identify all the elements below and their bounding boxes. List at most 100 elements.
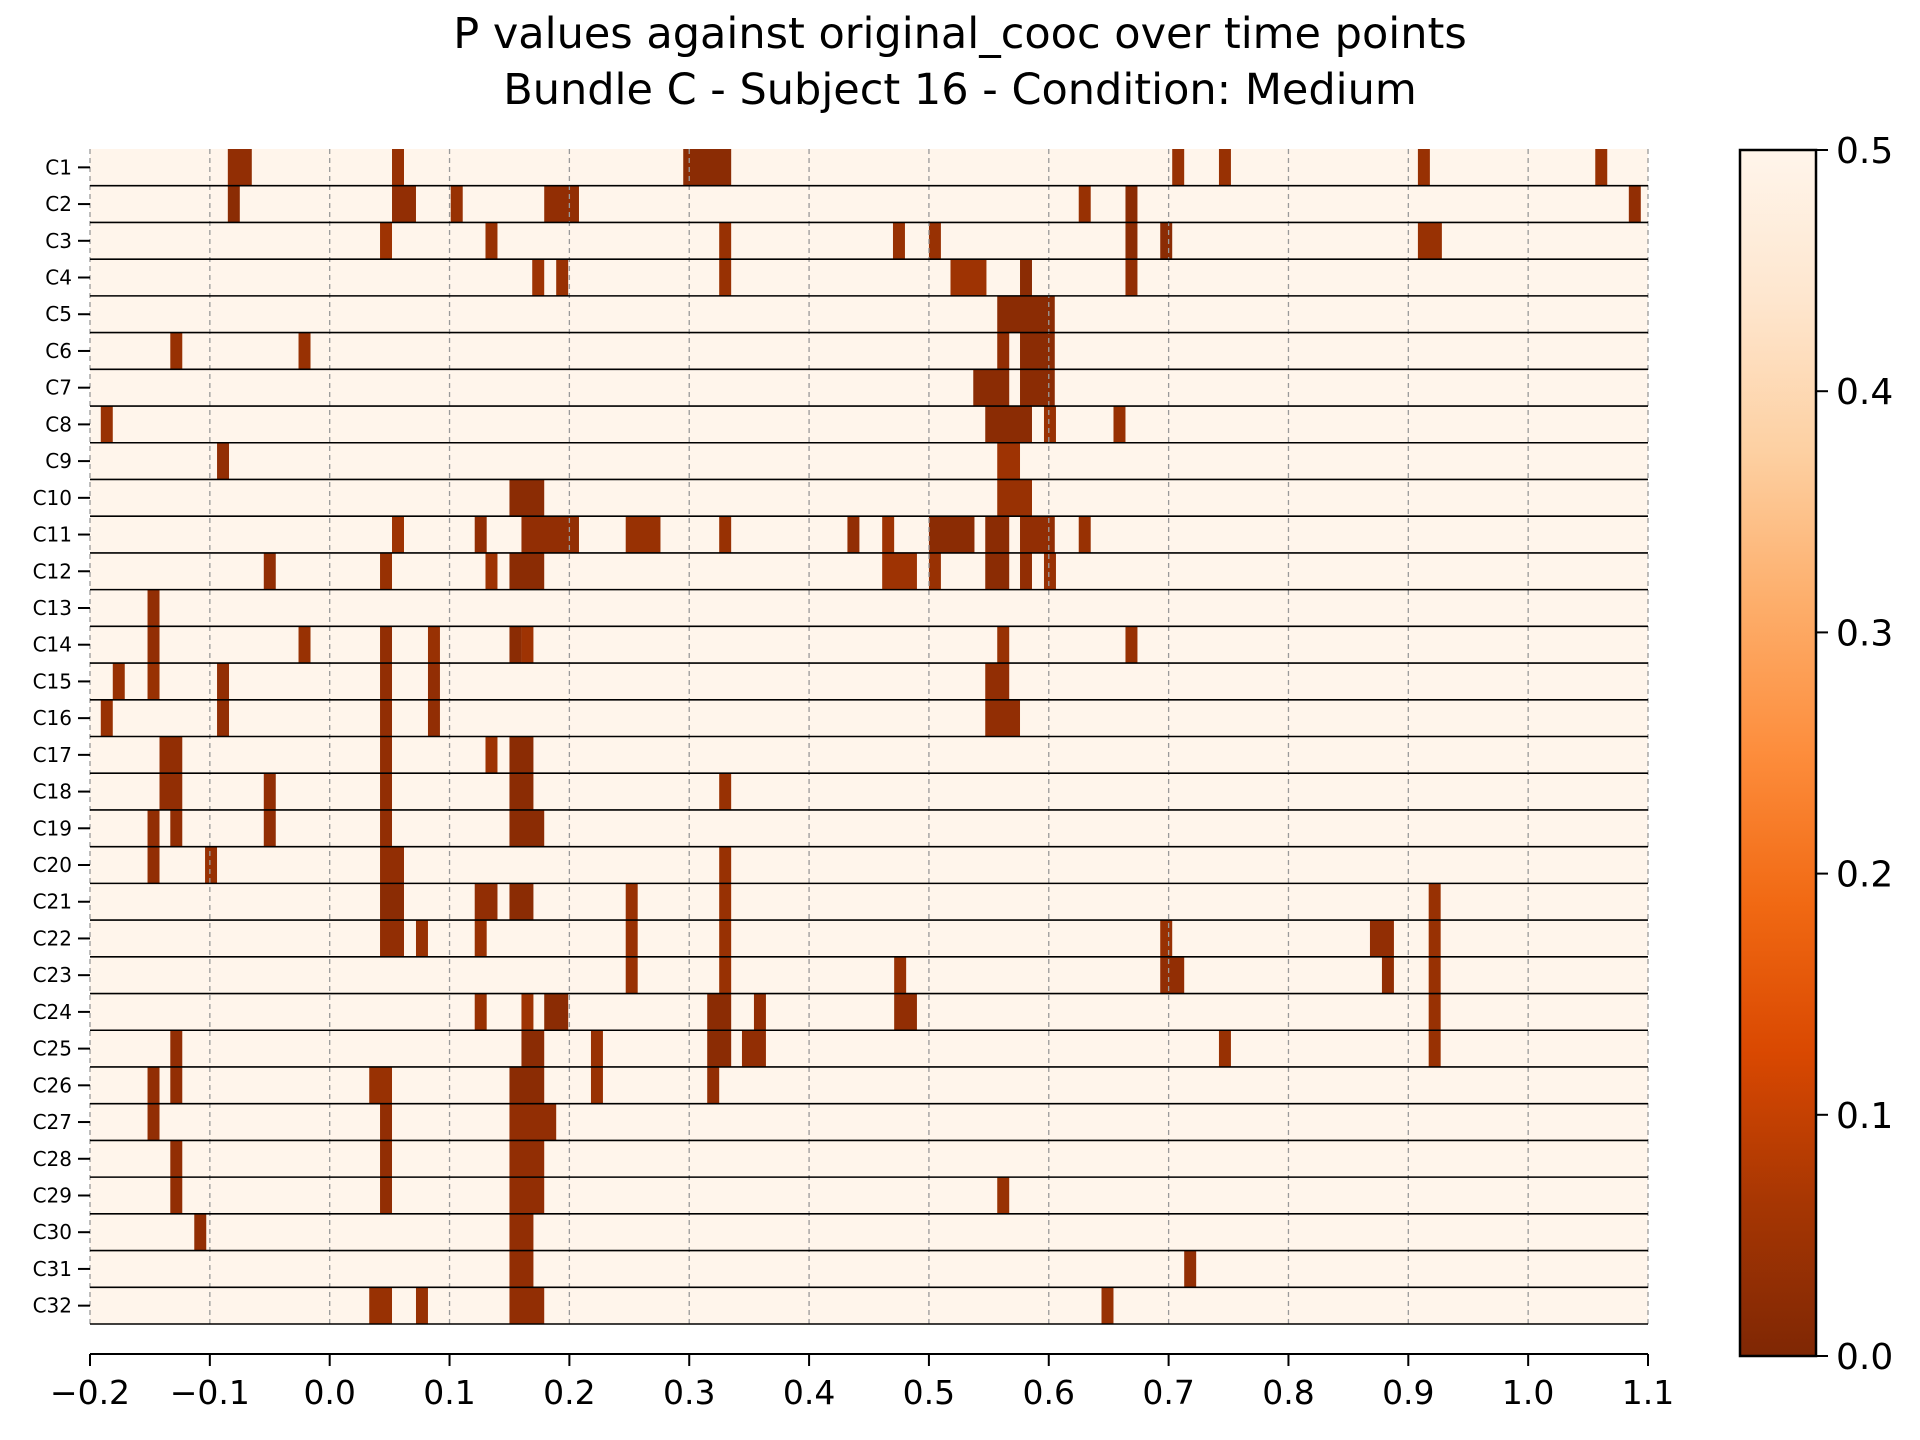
heatmap-cell-c12 xyxy=(485,552,498,590)
x-tick-label: 0.4 xyxy=(783,1373,835,1412)
heatmap-cell-c14 xyxy=(298,626,311,664)
y-tick-label-c25: C25 xyxy=(33,1037,72,1061)
heatmap-cell-c30 xyxy=(509,1213,534,1251)
heatmap-cell-c16 xyxy=(427,699,440,737)
heatmap-cell-c11 xyxy=(719,516,732,553)
heatmap-cell-c15 xyxy=(147,663,160,700)
heatmap-cell-c27 xyxy=(380,1103,393,1141)
heatmap-cell-c2 xyxy=(1078,185,1091,223)
colorbar-tick-label: 0.2 xyxy=(1836,855,1893,896)
heatmap-cell-c25 xyxy=(590,1030,603,1067)
heatmap-cell-c23 xyxy=(1381,956,1394,994)
heatmap-cell-c12 xyxy=(882,552,917,590)
heatmap-cell-c14 xyxy=(147,626,160,664)
heatmap-cell-c26 xyxy=(147,1066,160,1104)
heatmap-cell-c7 xyxy=(1020,369,1055,407)
y-tick-label-c21: C21 xyxy=(33,890,72,914)
heatmap-cell-c7 xyxy=(973,369,1010,407)
heatmap-cell-c29 xyxy=(997,1177,1010,1214)
heatmap-cell-c20 xyxy=(719,846,732,884)
y-tick-label-c4: C4 xyxy=(45,266,72,290)
colorbar: 0.0 0.1 0.2 0.3 0.4 0.5 xyxy=(1738,131,1893,1378)
y-tick-label-c11: C11 xyxy=(33,523,72,547)
colorbar-tick-label: 0.0 xyxy=(1836,1337,1893,1378)
heatmap-cell-c21 xyxy=(625,883,638,921)
x-tick-label: 0.1 xyxy=(423,1373,475,1412)
heatmap-cell-c2 xyxy=(1628,185,1641,223)
heatmap-cell-c23 xyxy=(625,956,638,994)
heatmap-cell-c30 xyxy=(194,1213,207,1251)
x-tick-label: −0.2 xyxy=(50,1373,130,1412)
heatmap-cell-c11 xyxy=(928,516,975,553)
heatmap-cell-c12 xyxy=(263,552,276,590)
y-tick-label-c19: C19 xyxy=(33,816,72,840)
heatmap-cell-c11 xyxy=(847,516,860,553)
heatmap-cell-c22 xyxy=(719,920,732,957)
heatmap-cell-c11 xyxy=(1078,516,1091,553)
heatmap-cell-c19 xyxy=(170,809,183,847)
y-tick-label-c16: C16 xyxy=(33,706,72,730)
heatmap-cell-c22 xyxy=(415,920,428,957)
heatmap-cell-c8 xyxy=(1043,406,1056,443)
heatmap-cell-c18 xyxy=(509,773,534,810)
heatmap-cell-c11 xyxy=(625,516,661,553)
heatmap-cell-c27 xyxy=(509,1103,557,1141)
chart-title: P values against original_cooc over time… xyxy=(453,9,1466,59)
heatmap-cell-c14 xyxy=(509,626,522,664)
heatmap-cell-c3 xyxy=(892,222,905,260)
y-tick-label-c7: C7 xyxy=(45,376,72,400)
heatmap-cell-c26 xyxy=(707,1066,720,1104)
heatmap-cell-c2 xyxy=(450,185,463,223)
colorbar-tick-label: 0.5 xyxy=(1836,131,1893,172)
y-tick-label-c14: C14 xyxy=(33,633,72,657)
heatmap-cell-c22 xyxy=(1160,920,1173,957)
heatmap-cell-c26 xyxy=(590,1066,603,1104)
heatmap-cell-c12 xyxy=(928,552,941,590)
y-tick-label-c1: C1 xyxy=(45,155,72,179)
heatmap-cell-c22 xyxy=(380,920,404,957)
heatmap-cell-c20 xyxy=(147,846,160,884)
y-tick-label-c23: C23 xyxy=(33,963,72,987)
heatmap-cell-c3 xyxy=(485,222,498,260)
heatmap-cell-c26 xyxy=(509,1066,545,1104)
heatmap-cell-c15 xyxy=(217,663,230,700)
heatmap-cell-c20 xyxy=(205,846,218,884)
heatmap-cell-c25 xyxy=(1218,1030,1231,1067)
heatmap-cell-c3 xyxy=(1125,222,1138,260)
heatmap-cell-c16 xyxy=(100,699,113,737)
heatmap-cell-c4 xyxy=(1125,259,1138,296)
heatmap-cell-c1 xyxy=(227,149,252,186)
y-tick-label-c30: C30 xyxy=(33,1220,72,1244)
y-tick-label-c28: C28 xyxy=(33,1147,72,1171)
heatmap-cell-c23 xyxy=(894,956,907,994)
heatmap-cell-c21 xyxy=(1428,883,1441,921)
y-tick-label-c22: C22 xyxy=(33,926,72,950)
y-tick-label-c31: C31 xyxy=(33,1257,72,1281)
heatmap-cell-c21 xyxy=(474,883,498,921)
x-tick-label: 0.7 xyxy=(1142,1373,1194,1412)
heatmap-cell-c18 xyxy=(159,773,183,810)
heatmap-cell-c19 xyxy=(263,809,276,847)
y-tick-label-c17: C17 xyxy=(33,743,72,767)
heatmap-cell-c15 xyxy=(985,663,1010,700)
y-tick-label-c24: C24 xyxy=(33,1000,72,1024)
heatmap-cell-c24 xyxy=(544,993,569,1031)
heatmap-cell-c9 xyxy=(997,442,1021,480)
heatmap-cell-c14 xyxy=(521,626,534,664)
colorbar-tick-label: 0.3 xyxy=(1836,613,1893,654)
heatmap-cell-c22 xyxy=(625,920,638,957)
y-tick-label-c9: C9 xyxy=(45,449,72,473)
heatmap-cell-c18 xyxy=(719,773,732,810)
y-tick-label-c15: C15 xyxy=(33,669,72,693)
heatmap-cell-c22 xyxy=(1428,920,1441,957)
heatmap-cell-c14 xyxy=(380,626,393,664)
heatmap-cell-c16 xyxy=(985,699,1021,737)
y-tick-label-c27: C27 xyxy=(33,1110,72,1134)
heatmap-cell-c31 xyxy=(1184,1250,1197,1288)
heatmap-cell-c19 xyxy=(147,809,160,847)
y-tick-label-c18: C18 xyxy=(33,780,72,804)
heatmap-cell-c4 xyxy=(532,259,545,296)
colorbar-tick-label: 0.4 xyxy=(1836,372,1893,413)
y-tick-label-c29: C29 xyxy=(33,1183,72,1207)
